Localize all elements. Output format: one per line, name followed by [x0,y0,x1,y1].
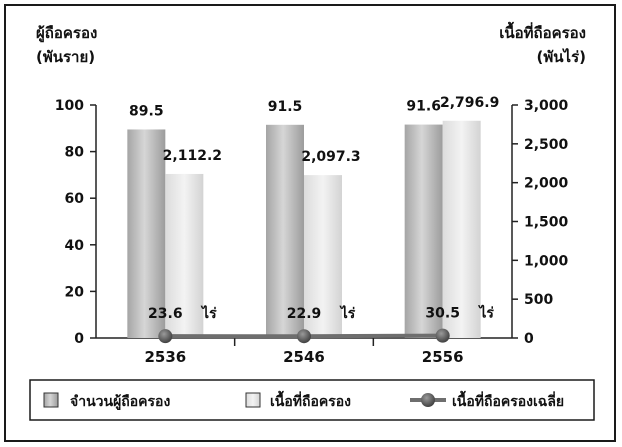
right-axis-tick-label: 3,000 [524,98,569,114]
data-label-average: 22.9 [287,306,322,322]
left-axis-tick-label: 80 [65,145,85,161]
bar-area [165,173,204,338]
legend-label-area: เนื้อที่ถือครอง [270,390,351,410]
legend-marker-average [421,393,435,407]
bar-area [304,175,342,338]
left-axis-title-line2: (พันราย) [36,48,95,66]
plot-area: 0 20 40 60 80 100 0 500 1,000 1,500 2,000 2,500 3,00… [55,95,569,366]
data-label-average: 23.6 [148,306,183,322]
data-label-area: 2,796.9 [440,95,499,111]
left-axis-tick-label: 100 [55,98,84,114]
data-label-holders: 91.6 [406,99,441,115]
bar-holders [266,124,304,339]
left-axis-title-line1: ผู้ถือครอง [36,24,97,43]
legend-swatch-holders [43,392,59,408]
bar-holders [404,124,443,339]
left-axis-tick-label: 60 [65,191,85,207]
legend-label-average: เนื้อที่ถือครองเฉลี่ย [452,390,564,410]
marker-average [435,328,450,343]
right-axis-title-line2: (พันไร่) [537,47,586,66]
data-label-area: 2,112.2 [163,148,222,164]
data-label-average-unit: ไร่ [477,304,494,322]
right-axis-title-line1: เนื้อที่ถือครอง [499,21,586,42]
right-axis-tick-label: 500 [524,292,553,308]
left-axis-tick-label: 40 [65,238,85,254]
data-label-average-unit: ไร่ [339,304,356,322]
x-axis-tick-label: 2536 [144,348,186,366]
legend: จำนวนผู้ถือครอง เนื้อที่ถือครอง เนื้อที่… [29,379,595,421]
legend-label-holders: จำนวนผู้ถือครอง [70,394,170,410]
data-label-average: 30.5 [425,306,460,322]
legend-swatch-area [245,392,261,408]
data-label-holders: 91.5 [268,99,303,115]
data-label-holders: 89.5 [129,103,164,119]
left-axis-tick-label: 0 [74,331,84,347]
data-label-average-unit: ไร่ [200,304,217,322]
bar-area [442,120,481,338]
right-axis-tick-label: 2,000 [524,176,569,192]
marker-average [158,329,173,344]
x-axis-tick-label: 2556 [422,348,464,366]
data-label-area: 2,097.3 [301,149,360,165]
left-axis-tick-label: 20 [65,284,85,300]
right-axis-tick-label: 1,500 [524,215,569,231]
right-axis-tick-label: 1,000 [524,253,569,269]
bar-holders [127,129,166,338]
right-axis-tick-label: 2,500 [524,137,569,153]
marker-average [297,329,311,344]
right-axis-tick-label: 0 [524,331,534,347]
x-axis-tick-label: 2546 [283,348,325,366]
